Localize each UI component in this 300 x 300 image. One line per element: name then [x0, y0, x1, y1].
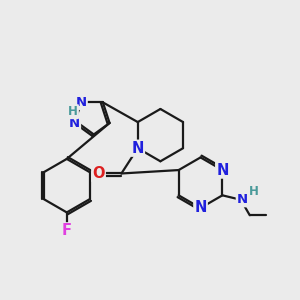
Text: N: N	[76, 96, 87, 109]
Text: N: N	[69, 116, 80, 130]
Text: O: O	[92, 166, 105, 181]
Text: N: N	[132, 141, 144, 156]
Text: H: H	[68, 105, 78, 118]
Text: N: N	[216, 163, 229, 178]
Text: N: N	[194, 200, 207, 215]
Text: N: N	[237, 193, 248, 206]
Text: F: F	[62, 223, 72, 238]
Text: H: H	[248, 185, 258, 198]
